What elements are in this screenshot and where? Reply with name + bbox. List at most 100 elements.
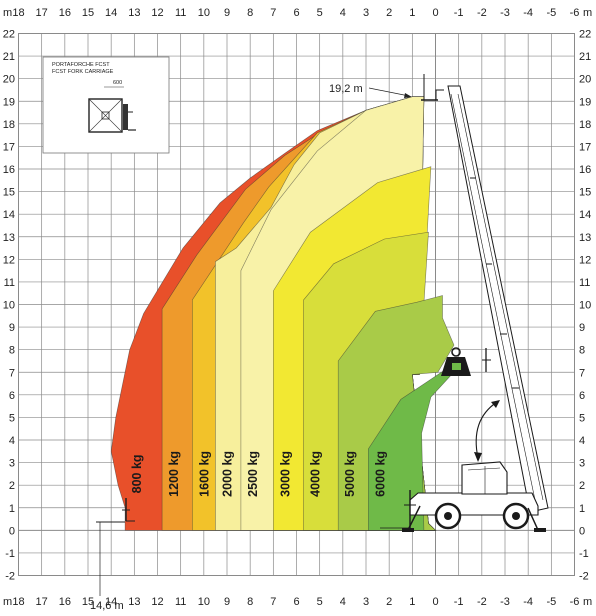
y-tick-label: 17	[3, 141, 15, 153]
y-tick-label: 19	[3, 96, 15, 108]
y-tick-label: 9	[9, 322, 15, 334]
x-tick-label: 3	[363, 7, 369, 19]
y-tick-label: 3	[9, 458, 15, 470]
y-tick-label: -2	[5, 571, 15, 583]
x-tick-label: 5	[317, 596, 323, 608]
rotation-arrow-icon	[474, 400, 500, 462]
y-tick-label: 2	[9, 480, 15, 492]
fork-carriage-inset: PORTAFORCHE FCST FCST FORK CARRIAGE 600	[42, 56, 170, 154]
x-tick-label: 0	[432, 7, 438, 19]
x-tick-label: -4	[523, 7, 533, 19]
x-tick-label: 6	[293, 596, 299, 608]
x-tick-label: 2	[386, 7, 392, 19]
x-tick-label: 0	[432, 596, 438, 608]
inset-title-2: FCST FORK CARRIAGE	[52, 69, 114, 75]
x-tick-label: 15	[82, 7, 94, 19]
inset-box	[42, 56, 170, 154]
x-tick-label: 3	[363, 596, 369, 608]
y-tick-label: 8	[579, 345, 585, 357]
fork-at-reach-icon	[122, 498, 135, 522]
x-tick-label: 18	[12, 7, 24, 19]
zone-label: 1600 kg	[197, 451, 211, 497]
x-tick-label: 14	[105, 596, 117, 608]
x-tick-label: 12	[151, 596, 163, 608]
tick-labels: m m18 17 16 15 14 13 12 11 10 9 8 7 6 5 4 3 2 1 0 -1 -2 -3 -4 -5…	[3, 7, 592, 608]
x-tick-label: 4	[340, 596, 346, 608]
x-tick-label: -1	[454, 7, 464, 19]
max-height-annotation: 19,2 m	[329, 83, 412, 98]
x-tick-label: 9	[224, 596, 230, 608]
y-tick-label: 22	[579, 29, 591, 41]
y-tick-label: 4	[9, 435, 15, 447]
telehandler-icon	[380, 74, 549, 532]
x-tick-label: 17	[36, 596, 48, 608]
x-tick-label: -4	[523, 596, 533, 608]
y-tick-label: 11	[579, 277, 590, 289]
weight-icon	[441, 347, 471, 376]
axis-unit-right: m	[583, 596, 592, 608]
x-tick-label: 8	[247, 596, 253, 608]
x-tick-label: 6	[293, 7, 299, 19]
y-tick-label: 12	[3, 254, 15, 266]
y-tick-label: 3	[579, 458, 585, 470]
y-tick-label: 22	[3, 29, 15, 41]
x-tick-label: 7	[270, 596, 276, 608]
y-tick-label: 0	[579, 525, 585, 537]
x-tick-label: 5	[317, 7, 323, 19]
y-tick-label: 16	[579, 164, 591, 176]
x-tick-label: 18	[12, 596, 24, 608]
x-tick-label: 10	[198, 7, 210, 19]
x-tick-label: 1	[409, 596, 415, 608]
y-tick-label: 19	[579, 96, 591, 108]
zone-label: 4000 kg	[308, 451, 322, 497]
y-tick-label: 7	[579, 367, 585, 379]
x-tick-label: 13	[128, 596, 140, 608]
inset-title-1: PORTAFORCHE FCST	[52, 62, 110, 68]
y-tick-label: 9	[579, 322, 585, 334]
y-tick-label: 18	[3, 119, 15, 131]
x-tick-label: -6	[570, 596, 580, 608]
y-tick-label: -1	[5, 548, 15, 560]
x-tick-label: -5	[546, 7, 556, 19]
x-tick-label: 8	[247, 7, 253, 19]
y-tick-label: 18	[579, 119, 591, 131]
axis-unit-left: m	[3, 596, 12, 608]
zone-label: 800 kg	[130, 454, 144, 493]
zone-labels: 800 kg 1200 kg 1600 kg 2000 kg 2500 kg 3000 k…	[130, 451, 387, 497]
x-tick-label: -1	[454, 596, 464, 608]
y-tick-label: 11	[4, 277, 15, 289]
zone-label: 1200 kg	[167, 451, 181, 497]
y-tick-label: 6	[9, 390, 15, 402]
x-tick-label: -6	[570, 7, 580, 19]
y-tick-label: 8	[9, 345, 15, 357]
x-tick-label: -2	[477, 596, 487, 608]
y-tick-label: 21	[579, 51, 591, 63]
y-tick-label: 1	[579, 503, 585, 515]
zone-label: 6000 kg	[373, 451, 387, 497]
x-tick-label: 10	[198, 596, 210, 608]
y-tick-label: 4	[579, 435, 585, 447]
x-tick-label: -3	[500, 596, 510, 608]
axis-unit-right: m	[583, 7, 592, 19]
y-tick-label: 0	[9, 525, 15, 537]
y-tick-label: 10	[579, 300, 591, 312]
y-tick-label: -1	[579, 548, 589, 560]
max-reach-label: 14,6 m	[90, 600, 124, 612]
y-tick-label: 16	[3, 164, 15, 176]
x-tick-label: 1	[409, 7, 415, 19]
x-tick-label: 2	[386, 596, 392, 608]
x-tick-label: 15	[82, 596, 94, 608]
inset-dimension: 600	[113, 80, 122, 86]
fork-carriage-icon	[88, 86, 136, 133]
y-tick-label: 13	[3, 232, 15, 244]
y-tick-label: 21	[3, 51, 15, 63]
zone-label: 3000 kg	[278, 451, 292, 497]
y-tick-label: 13	[579, 232, 591, 244]
zone-label: 5000 kg	[343, 451, 357, 497]
y-tick-label: 6	[579, 390, 585, 402]
y-tick-label: 5	[9, 412, 15, 424]
axis-unit-left: m	[3, 7, 12, 19]
x-tick-label: 9	[224, 7, 230, 19]
y-tick-label: 7	[9, 367, 15, 379]
y-tick-label: 12	[579, 254, 591, 266]
